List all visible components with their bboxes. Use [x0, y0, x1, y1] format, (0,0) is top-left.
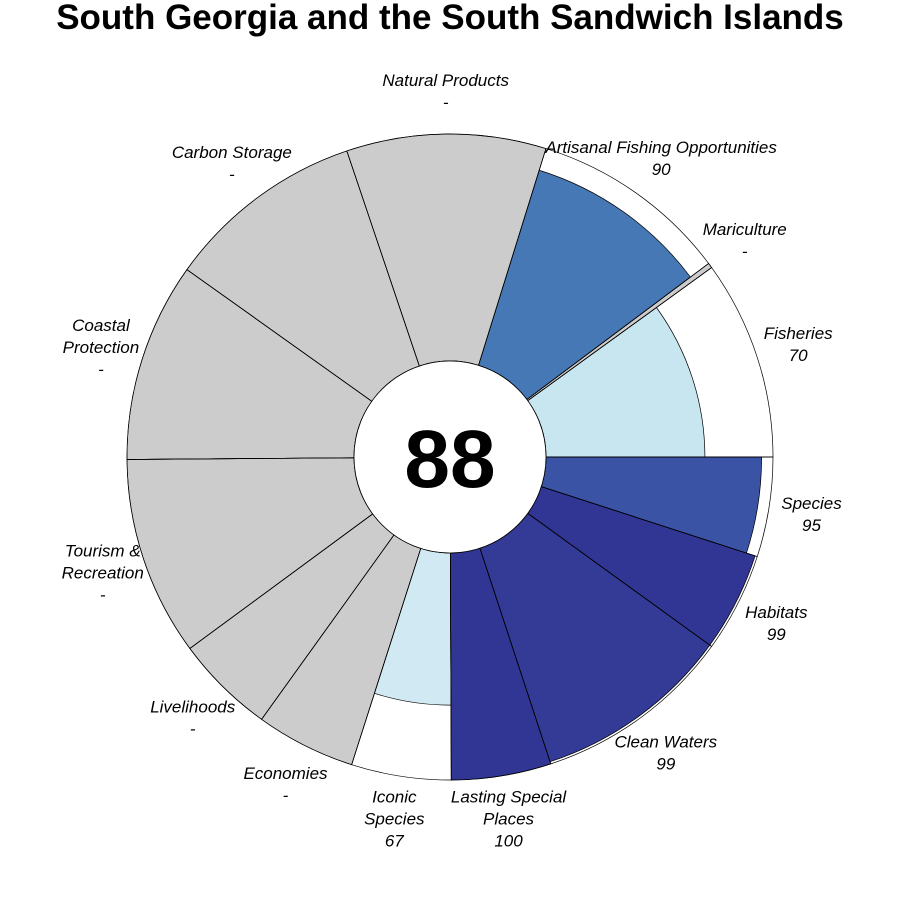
petal-group: [126, 133, 763, 781]
petal-label-tourism-recreation: Tourism & Recreation -: [62, 542, 144, 605]
petal-name-fisheries: Fisheries: [764, 324, 833, 343]
petal-name-iconic-species: Species: [364, 810, 425, 829]
petal-label-clean-waters: Clean Waters 99: [614, 733, 717, 774]
petal-name-lasting-special-places: Lasting Special: [451, 787, 568, 806]
petal-name-carbon-storage: Carbon Storage: [172, 143, 292, 162]
petal-label-lasting-special-places: Lasting Special Places 100: [451, 787, 568, 850]
petal-score-economies: -: [283, 786, 289, 805]
petal-label-species: Species 95: [781, 494, 842, 535]
petal-name-artisanal-fishing-opportunities: Artisanal Fishing Opportunities: [544, 138, 777, 157]
petal-score-coastal-protection: -: [98, 360, 104, 379]
petal-score-mariculture: -: [742, 242, 748, 261]
petal-name-natural-products: Natural Products: [382, 71, 509, 90]
petal-name-iconic-species: Iconic: [372, 788, 417, 807]
petal-score-species: 95: [802, 516, 821, 535]
petal-score-fisheries: 70: [789, 346, 808, 365]
petal-name-species: Species: [781, 494, 842, 513]
petal-name-coastal-protection: Protection: [63, 338, 140, 357]
petal-score-clean-waters: 99: [656, 755, 675, 774]
petal-score-lasting-special-places: 100: [494, 831, 523, 850]
petal-label-iconic-species: Iconic Species 67: [364, 788, 425, 851]
petal-score-iconic-species: 67: [385, 832, 404, 851]
petal-score-livelihoods: -: [190, 719, 196, 738]
petal-name-tourism-recreation: Tourism &: [65, 542, 141, 561]
petal-name-tourism-recreation: Recreation: [62, 564, 144, 583]
chart-title: South Georgia and the South Sandwich Isl…: [56, 0, 844, 37]
petal-label-fisheries: Fisheries 70: [764, 324, 833, 365]
petal-label-habitats: Habitats 99: [745, 603, 808, 644]
petal-label-natural-products: Natural Products -: [382, 71, 509, 112]
petal-name-clean-waters: Clean Waters: [614, 733, 717, 752]
center-circle: [353, 360, 547, 554]
petal-label-carbon-storage: Carbon Storage -: [172, 143, 292, 184]
petal-name-habitats: Habitats: [745, 603, 808, 622]
petal-label-coastal-protection: Coastal Protection -: [63, 316, 140, 379]
petal-score-carbon-storage: -: [229, 165, 235, 184]
overall-score: 88: [404, 414, 495, 505]
petal-score-artisanal-fishing-opportunities: 90: [652, 160, 671, 179]
petal-score-natural-products: -: [443, 93, 449, 112]
petal-name-lasting-special-places: Places: [483, 809, 535, 828]
petal-label-economies: Economies -: [243, 764, 328, 805]
petal-name-livelihoods: Livelihoods: [150, 697, 236, 716]
petal-label-mariculture: Mariculture -: [703, 220, 787, 261]
petal-score-habitats: 99: [767, 625, 786, 644]
petal-name-economies: Economies: [243, 764, 328, 783]
petal-name-coastal-protection: Coastal: [72, 316, 131, 335]
petal-name-mariculture: Mariculture: [703, 220, 787, 239]
petal-label-livelihoods: Livelihoods -: [150, 697, 236, 738]
petal-label-artisanal-fishing-opportunities: Artisanal Fishing Opportunities 90: [544, 138, 777, 179]
petal-label-group: Fisheries 70 Mariculture - Artisanal Fishing…: [62, 71, 843, 851]
petal-score-tourism-recreation: -: [100, 586, 106, 605]
